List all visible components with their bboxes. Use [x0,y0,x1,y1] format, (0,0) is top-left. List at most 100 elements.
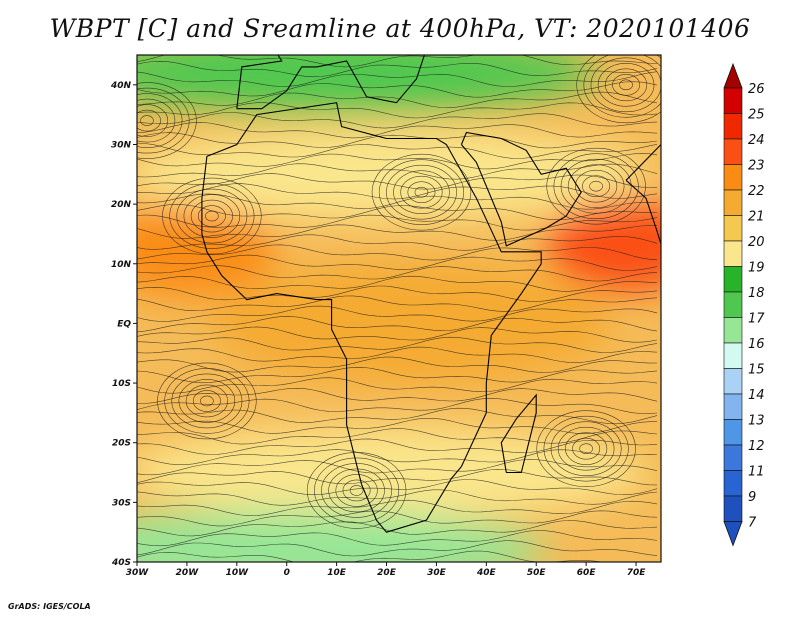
vortex-streamline [314,457,400,524]
grads-credit: GrADS: IGES/COLA [8,602,91,611]
vortex-streamline [137,87,190,154]
streamline [137,428,658,445]
colorbar-label: 11 [748,465,765,480]
streamlines-layer [137,55,661,562]
colorbar-swatch [723,240,743,267]
field-region-cool-north [137,55,597,113]
streamline [137,305,658,322]
map-field [137,55,661,562]
vortex-streamline [137,104,169,137]
colorbar-label: 21 [748,210,765,225]
colorbar-label: 25 [748,108,765,123]
streamline [137,346,658,363]
vortex-streamline [137,98,176,143]
streamline [137,489,658,506]
vortex-streamline [553,153,639,220]
streamline [137,366,658,384]
streamline [137,479,658,496]
colorbar-top-arrow [723,62,743,89]
streamline [137,520,658,537]
lat-tick-label: 40S [111,558,131,568]
streamline [137,163,658,180]
vortex-streamline [169,183,255,249]
streamline [137,60,658,78]
vortex-streamline [176,188,248,244]
lon-tick-label: 10E [327,568,347,578]
streamline [137,265,658,282]
lat-tick-label: 40N [110,81,132,91]
vortex-streamline [162,177,262,255]
streamline [137,449,658,465]
colorbar-swatch [723,138,743,165]
vortex-streamline [575,169,618,203]
streamline [137,550,657,562]
colorbar-swatch [723,444,743,471]
vortex-streamline [597,63,655,107]
vortex-streamline [565,432,608,465]
streamline [137,142,658,159]
colorbar-label: 9 [748,490,756,505]
streamline [137,81,658,98]
lon-tick-label: 60E [577,568,597,578]
lon-tick-label: 30E [427,568,447,578]
vortex-streamline [183,194,241,238]
vortex-streamline [546,147,646,225]
vortex-streamline [371,153,472,231]
latitude-axis: 40N 30N 20N 10N EQ 10S 20S 30S 40S [110,81,137,568]
coast-madagascar [500,393,537,474]
lat-tick-label: 30S [112,498,131,508]
map-title: WBPT [C] and Sreamline at 400hPa, VT: 20… [49,14,751,43]
vortex-streamline [579,443,593,454]
vortex-streamline [560,158,632,214]
vortex-streamline [567,164,625,209]
colorbar-label: 12 [748,439,765,454]
lon-tick-label: 10W [226,568,250,578]
streamline [137,468,658,486]
vortex-streamline [171,373,243,429]
streamline [137,510,658,527]
streamline [137,275,658,292]
colorbar-label: 26 [748,82,765,97]
streamline [137,91,658,109]
vortex-streamline [342,479,371,502]
vortex-streamline [414,186,429,198]
lon-tick-label: 40E [476,568,497,578]
vortex-streamline [407,181,436,203]
colorbar-swatch [723,470,743,497]
streamline [137,244,658,261]
vortex-streamline [349,485,364,496]
lat-tick-label: 10N [111,260,132,270]
colorbar-label: 18 [748,286,765,301]
longitude-axis: 30W 20W 10W 0 10E 20E 30E 40E 50E 60E 70E [126,562,646,578]
lat-tick-label: EQ [117,319,131,329]
vortex-streamline [590,57,661,113]
streamline [137,377,658,394]
coast-india [625,143,661,246]
lon-tick-label: 50E [527,568,547,578]
colorbar-label: 17 [748,312,765,327]
streamline [137,336,658,353]
lat-tick-label: 10S [112,379,131,389]
streamline [137,295,658,312]
vortex-streamline [378,159,465,225]
vortex-streamline [582,175,611,198]
colorbar-swatch [723,189,743,216]
colorbar-swatch [723,495,743,522]
streamline [137,438,658,455]
vortex-streamline [328,468,385,513]
vortex-streamline [400,175,443,209]
vortex-streamline [386,164,457,220]
vortex-streamline [137,82,197,159]
vortex-streamline [576,55,661,124]
field-region-band-north [137,129,647,220]
vortex-streamline [557,426,615,471]
vortex-streamline [200,395,214,407]
streamline [137,418,657,434]
lon-tick-label: 20E [377,568,397,578]
colorbar-swatch [723,291,743,318]
streamline [137,387,658,404]
streamline [137,71,658,87]
colorbar-swatch [723,342,743,369]
vortex-streamline [612,74,641,96]
streamline [137,102,658,119]
